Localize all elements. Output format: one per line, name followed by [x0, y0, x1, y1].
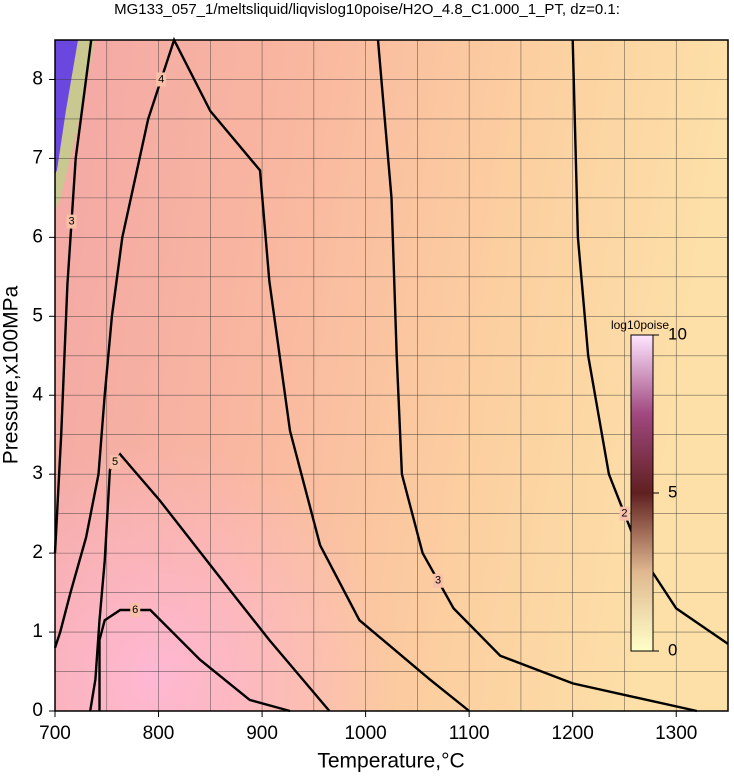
contour-label-bg [433, 573, 444, 588]
contour-label: 4 [158, 73, 164, 85]
y-tick-label: 2 [32, 542, 43, 563]
contour-label: 5 [112, 456, 118, 468]
contour-label-bg [130, 602, 141, 617]
contour-label-bg [156, 72, 167, 87]
contour-line [376, 39, 698, 713]
y-tick-label: 8 [32, 68, 43, 89]
colorbar-tick-label: 10 [668, 324, 687, 343]
contours: 2 3 3 4 5 6 [53, 36, 729, 713]
y-tick-label: 4 [32, 384, 43, 405]
contour-line [571, 39, 729, 645]
colorbar-tick-label: 5 [668, 482, 677, 501]
x-tick-label: 800 [143, 723, 175, 744]
y-tick-label: 6 [32, 226, 43, 247]
contour-label: 3 [69, 215, 75, 227]
grid [55, 40, 728, 711]
x-tick-label: 1100 [449, 723, 490, 744]
x-tick-label: 700 [39, 723, 71, 744]
contour-label-bg [66, 214, 77, 229]
contour-label: 2 [621, 508, 627, 520]
y-tick-label: 3 [32, 463, 43, 484]
y-tick-label: 5 [32, 305, 43, 326]
x-axis-label: Temperature,°C [317, 750, 464, 773]
highest-region [55, 40, 78, 175]
colorbar-label: log10poise [611, 318, 669, 332]
y-tick-label: 7 [32, 147, 43, 168]
colorbar [630, 334, 654, 652]
y-tick-label: 0 [32, 700, 43, 721]
y-axis-label: Pressure,x100MPa [0, 285, 23, 464]
contour-label: 3 [435, 575, 441, 587]
plot-shade [55, 40, 728, 711]
plot-frame [54, 39, 729, 712]
contour-label-bg [619, 506, 630, 521]
chart-title: MG133_057_1/meltsliquid/liqvislog10poise… [114, 1, 620, 18]
x-tick-label: 900 [246, 723, 278, 744]
x-tick-label: 1200 [552, 723, 594, 744]
contour-label-bg [110, 455, 121, 470]
x-tick-label: 1000 [344, 723, 386, 744]
y-tick-label: 1 [32, 621, 43, 642]
x-tick-label: 1300 [655, 723, 697, 744]
contour-line [53, 39, 93, 554]
contour-label: 6 [132, 604, 138, 616]
colorbar-tick-label: 0 [668, 640, 677, 659]
